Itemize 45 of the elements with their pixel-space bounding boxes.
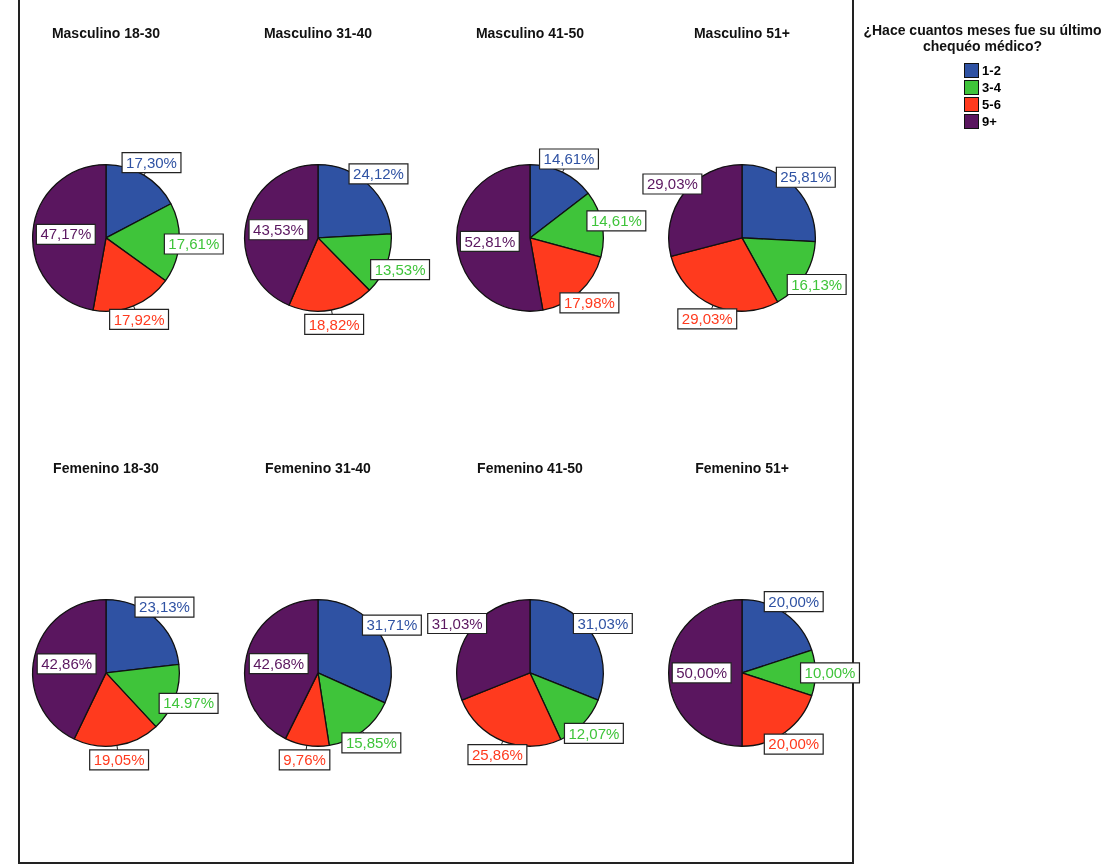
data-label: 14,61% bbox=[590, 212, 642, 230]
chart-title: Masculino 31-40 bbox=[263, 25, 373, 42]
data-label: 25,86% bbox=[471, 745, 523, 763]
data-label: 29,03% bbox=[646, 175, 698, 193]
data-label: 24,12% bbox=[353, 165, 404, 183]
data-label: 17,92% bbox=[113, 310, 165, 328]
data-label: 13,53% bbox=[374, 260, 426, 278]
data-label: 31,71% bbox=[366, 616, 418, 634]
data-label: 9,76% bbox=[283, 751, 326, 769]
data-label: 50,00% bbox=[676, 664, 728, 682]
data-label: 16,13% bbox=[791, 275, 843, 293]
data-label: 29,03% bbox=[681, 309, 733, 327]
chart-title: Masculino 18-30 bbox=[51, 25, 161, 42]
data-label: 17,30% bbox=[126, 153, 177, 171]
chart-title: Masculino 41-50 bbox=[475, 25, 585, 42]
data-label: 52,81% bbox=[464, 232, 516, 250]
data-label: 20,00% bbox=[768, 592, 820, 610]
data-label: 17,98% bbox=[563, 293, 615, 311]
legend-label: 1-2 bbox=[981, 62, 1001, 79]
data-label: 14,61% bbox=[543, 150, 595, 168]
chart-title: Masculino 51+ bbox=[693, 25, 791, 42]
chart-title: Femenino 51+ bbox=[695, 460, 789, 477]
data-label: 17,61% bbox=[168, 235, 220, 253]
data-label: 18,82% bbox=[308, 315, 360, 333]
data-label: 47,17% bbox=[40, 225, 92, 243]
legend-title: ¿Hace cuantos meses fue su último chequéo médico? bbox=[862, 22, 1103, 54]
chart-title: Femenino 18-30 bbox=[53, 460, 160, 477]
legend-label: 3-4 bbox=[981, 79, 1001, 96]
data-label: 42,86% bbox=[41, 655, 93, 673]
data-label: 10,00% bbox=[804, 664, 856, 682]
data-label: 31,03% bbox=[577, 614, 629, 632]
data-label: 43,53% bbox=[253, 220, 304, 238]
data-label: 42,68% bbox=[253, 654, 305, 672]
data-label: 31,03% bbox=[431, 614, 483, 632]
data-label: 14.97% bbox=[163, 694, 215, 712]
chart-title: Femenino 31-40 bbox=[265, 460, 372, 477]
data-label: 23,13% bbox=[139, 598, 190, 616]
data-label: 12,07% bbox=[568, 724, 620, 742]
data-label: 15,85% bbox=[345, 734, 397, 752]
data-label: 19,05% bbox=[93, 751, 145, 769]
legend-label: 5-6 bbox=[981, 96, 1001, 113]
legend-label: 9+ bbox=[981, 113, 998, 130]
data-label: 25,81% bbox=[780, 168, 832, 186]
data-label: 20,00% bbox=[768, 735, 820, 753]
chart-title: Femenino 41-50 bbox=[477, 460, 584, 477]
